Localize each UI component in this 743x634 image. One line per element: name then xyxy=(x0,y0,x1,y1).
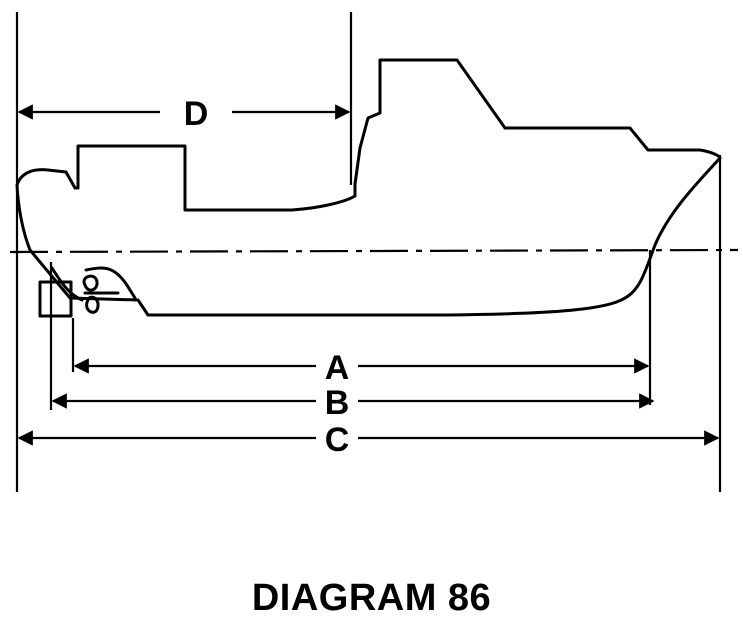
dimension-d-label: D xyxy=(184,95,209,133)
diagram-caption: DIAGRAM 86 xyxy=(251,577,492,619)
dimension-c-label: C xyxy=(325,421,350,459)
waterline xyxy=(9,248,739,254)
rudder xyxy=(38,280,73,318)
propeller xyxy=(82,274,120,314)
stern-contour xyxy=(50,266,84,302)
dimension-b-label: B xyxy=(325,384,350,422)
ship-hull-outline xyxy=(15,58,722,317)
shaft-tunnel xyxy=(84,266,137,300)
dimension-a-label: A xyxy=(325,349,350,387)
